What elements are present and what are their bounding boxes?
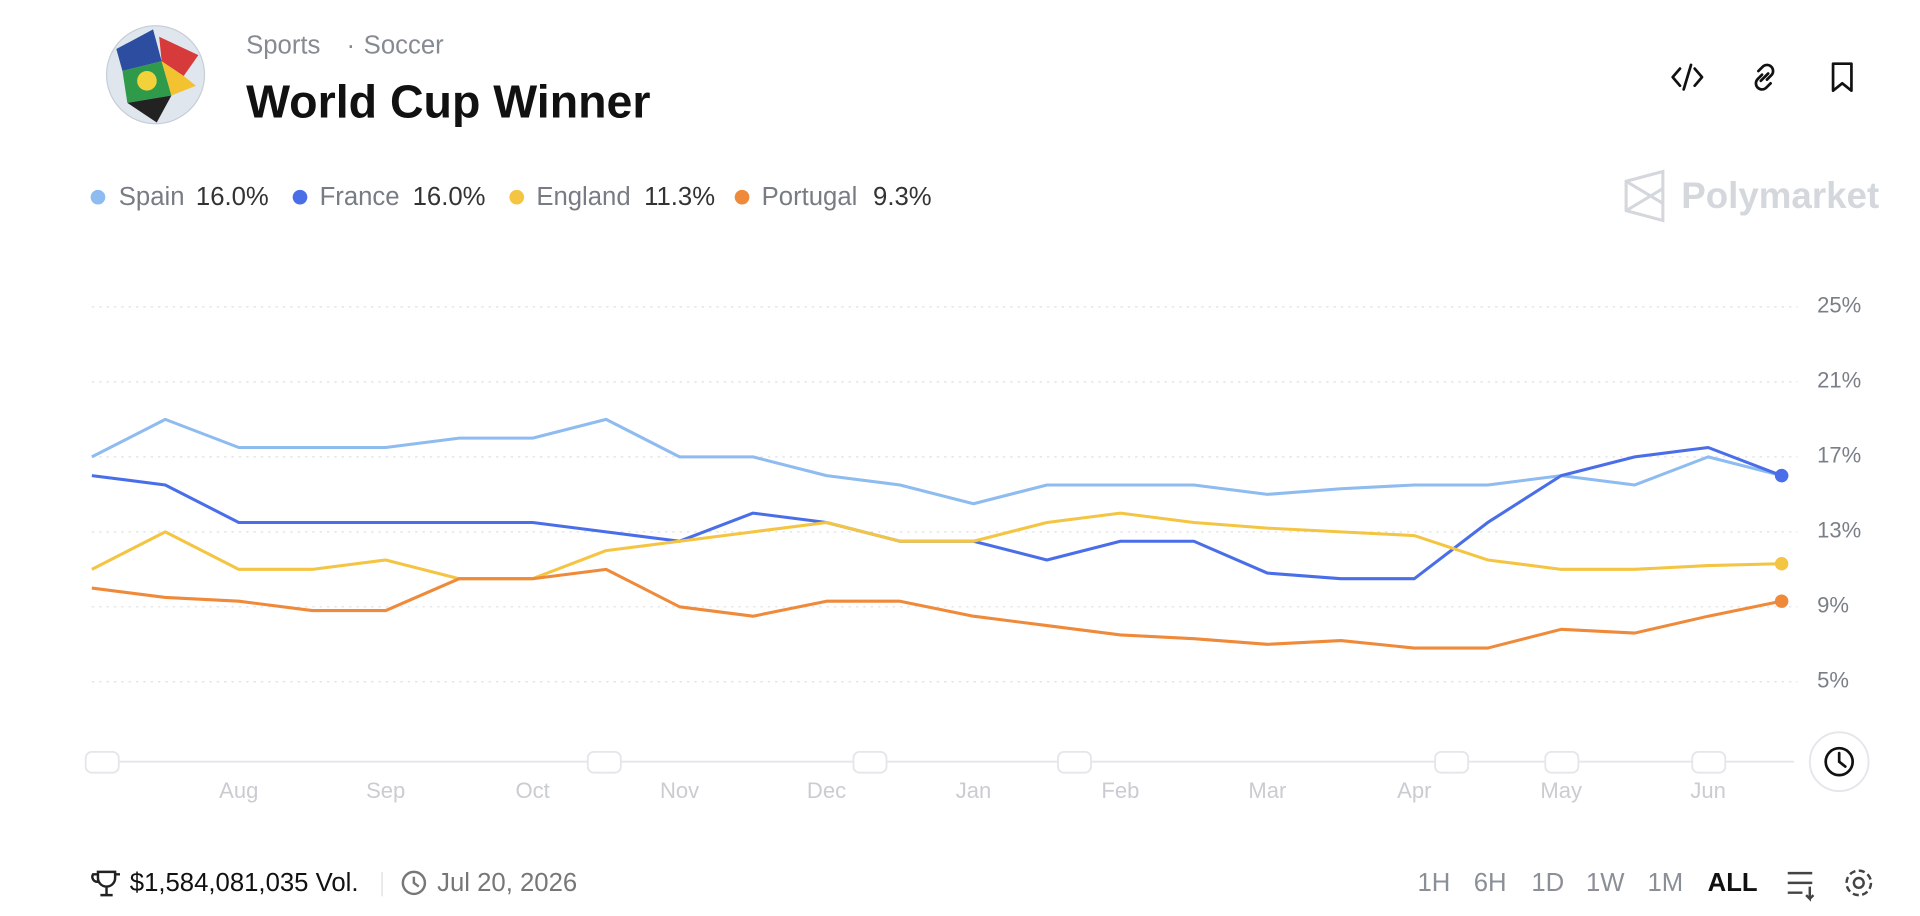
y-tick-label: 9% xyxy=(1817,593,1849,618)
range-option[interactable]: 1W xyxy=(1586,869,1625,897)
category[interactable]: Sports xyxy=(246,31,320,59)
range-option[interactable]: 6H xyxy=(1474,869,1507,897)
legend-marker xyxy=(509,189,525,205)
x-tick-label: Apr xyxy=(1397,778,1431,803)
range-option[interactable]: 1H xyxy=(1417,869,1450,897)
y-tick-label: 21% xyxy=(1817,368,1861,393)
date-icon xyxy=(401,870,427,896)
series-line xyxy=(91,567,1782,650)
legend-marker xyxy=(90,189,106,205)
end-dot xyxy=(1774,468,1789,483)
x-tick-label: May xyxy=(1540,778,1582,803)
separator: · xyxy=(347,31,356,59)
legend-name: Spain xyxy=(119,183,185,211)
x-tick-label: Aug xyxy=(219,778,258,803)
y-tick-label: 17% xyxy=(1817,443,1861,468)
history-button[interactable] xyxy=(1808,731,1870,792)
subcategory[interactable]: Soccer xyxy=(364,31,444,59)
legend-name: England xyxy=(536,183,630,211)
legend-marker xyxy=(734,189,750,205)
end-date: Jul 20, 2026 xyxy=(437,869,577,897)
y-tick-label: 25% xyxy=(1817,293,1861,318)
sort-button[interactable] xyxy=(1787,871,1815,902)
x-tick-label: Feb xyxy=(1101,778,1139,803)
x-tick-label: Mar xyxy=(1248,778,1286,803)
x-tick-label: Oct xyxy=(516,778,550,803)
legend-name: Portugal xyxy=(762,183,858,211)
series-line xyxy=(91,511,1782,581)
x-tick-label: Jan xyxy=(956,778,992,803)
x-tick-label: Sep xyxy=(366,778,405,803)
end-dot xyxy=(1774,594,1789,608)
volume: $1,584,081,035 Vol. xyxy=(130,869,359,897)
range-option[interactable]: 1M xyxy=(1647,869,1683,897)
x-tick-label: Nov xyxy=(660,778,699,803)
legend-name: France xyxy=(320,183,400,211)
market-title: World Cup Winner xyxy=(246,76,650,128)
legend: Spain 16.0% France 16.0% England 11.3% Portuga… xyxy=(90,183,932,211)
bookmark-button[interactable] xyxy=(1831,62,1853,93)
brand-name: Polymarket xyxy=(1681,175,1879,216)
trophy-icon xyxy=(91,870,120,897)
legend-value: 16.0% xyxy=(413,183,486,211)
market-icon xyxy=(105,25,206,125)
settings-button[interactable] xyxy=(1845,869,1873,897)
y-tick-label: 13% xyxy=(1817,518,1861,543)
embed-button[interactable] xyxy=(1671,63,1704,91)
plot: 5% 9% 13% 17% 21% 25% Aug Sep Oct Nov Dec Jan Feb Mar… xyxy=(91,293,1861,803)
range-option[interactable]: 1D xyxy=(1531,869,1564,897)
y-tick-label: 5% xyxy=(1817,668,1849,693)
link-button[interactable] xyxy=(1754,63,1775,91)
x-tick-label: Dec xyxy=(807,778,846,803)
legend-value: 11.3% xyxy=(644,183,715,211)
legend-value: 9.3% xyxy=(873,183,932,211)
range-option[interactable]: ALL xyxy=(1708,869,1758,897)
brand: Polymarket xyxy=(1624,169,1879,223)
legend-value: 16.0% xyxy=(196,183,269,211)
range-selector: 1H 6H 1D 1W 1M ALL xyxy=(1417,869,1757,897)
x-tick-label: Jun xyxy=(1690,778,1726,803)
series-line xyxy=(91,417,1783,506)
series-line xyxy=(91,445,1783,581)
scrubber xyxy=(84,750,1794,774)
legend-marker xyxy=(292,189,308,205)
end-dot xyxy=(1774,556,1789,571)
